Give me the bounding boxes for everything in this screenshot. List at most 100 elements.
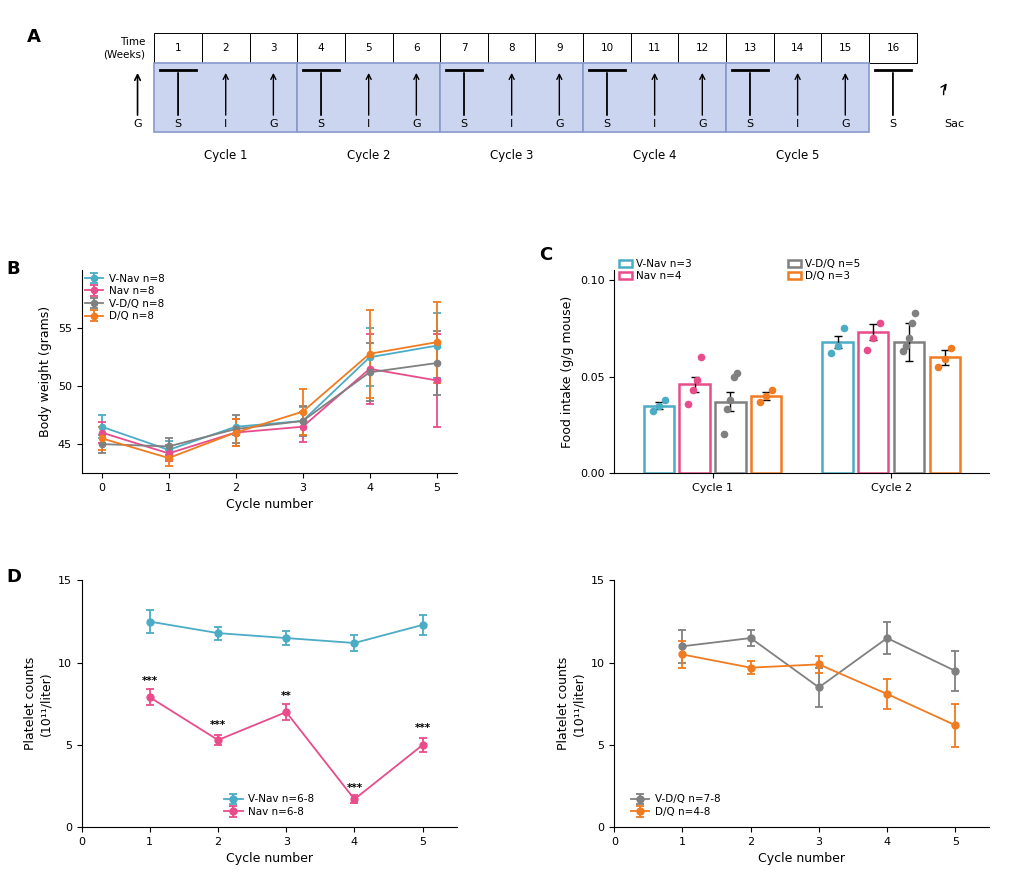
Text: I: I: [510, 119, 513, 128]
Point: [858, 342, 874, 356]
Text: Cycle 5: Cycle 5: [775, 150, 818, 162]
Text: I: I: [652, 119, 655, 128]
Text: S: S: [317, 119, 324, 128]
Text: Cycle 3: Cycle 3: [489, 150, 533, 162]
Text: 5: 5: [365, 43, 372, 54]
Bar: [679, 385, 709, 473]
Bar: [535, 33, 583, 63]
Point: [680, 397, 696, 411]
Bar: [893, 341, 923, 473]
Text: Cycle 4: Cycle 4: [632, 150, 676, 162]
Text: S: S: [460, 119, 467, 128]
Point: [835, 321, 851, 335]
Point: [721, 392, 738, 407]
Text: G: G: [554, 119, 564, 128]
Point: [763, 383, 780, 397]
Text: G: G: [269, 119, 277, 128]
Bar: [297, 33, 344, 63]
Y-axis label: Platelet counts
(10¹¹/liter): Platelet counts (10¹¹/liter): [24, 657, 52, 751]
Text: Cycle 1: Cycle 1: [204, 150, 248, 162]
Text: S: S: [889, 119, 896, 128]
Bar: [678, 33, 726, 63]
Bar: [344, 33, 392, 63]
Point: [864, 331, 880, 345]
Bar: [726, 33, 773, 63]
Text: ***: ***: [346, 782, 362, 793]
Point: [828, 339, 845, 353]
Text: Time
(Weeks): Time (Weeks): [103, 38, 145, 59]
Text: 11: 11: [647, 43, 660, 54]
Text: S: S: [746, 119, 753, 128]
Bar: [250, 33, 297, 63]
Point: [728, 366, 744, 380]
Text: I: I: [224, 119, 227, 128]
Bar: [583, 33, 630, 63]
Point: [718, 402, 735, 416]
Text: 9: 9: [555, 43, 562, 54]
Text: ***: ***: [210, 720, 226, 730]
Bar: [857, 332, 888, 473]
Text: **: **: [280, 691, 291, 700]
Bar: [928, 357, 959, 473]
Bar: [297, 63, 440, 132]
Text: C: C: [539, 246, 552, 264]
Text: B: B: [6, 260, 20, 278]
Point: [656, 392, 673, 407]
Point: [715, 428, 732, 442]
Bar: [821, 341, 852, 473]
Text: 7: 7: [461, 43, 467, 54]
Text: S: S: [174, 119, 181, 128]
Bar: [630, 33, 678, 63]
Point: [822, 347, 839, 361]
Bar: [583, 63, 726, 132]
Point: [644, 404, 660, 418]
Legend: V-D/Q n=7-8, D/Q n=4-8: V-D/Q n=7-8, D/Q n=4-8: [630, 795, 719, 817]
Text: 15: 15: [838, 43, 851, 54]
X-axis label: Cycle number: Cycle number: [757, 853, 845, 865]
Point: [725, 370, 741, 384]
Bar: [868, 33, 916, 63]
Point: [942, 341, 958, 355]
Text: 14: 14: [790, 43, 803, 54]
Point: [650, 399, 666, 413]
Bar: [773, 33, 820, 63]
Text: 13: 13: [743, 43, 756, 54]
Bar: [714, 401, 745, 473]
Point: [870, 315, 887, 329]
Legend: V-D/Q n=5, D/Q n=3: V-D/Q n=5, D/Q n=3: [788, 260, 859, 282]
Text: 4: 4: [317, 43, 324, 54]
Point: [903, 315, 919, 329]
Text: ***: ***: [414, 723, 430, 733]
Point: [935, 352, 952, 366]
Legend: V-Nav n=8, Nav n=8, V-D/Q n=8, D/Q n=8: V-Nav n=8, Nav n=8, V-D/Q n=8, D/Q n=8: [85, 274, 164, 321]
Bar: [726, 63, 868, 132]
Bar: [440, 63, 583, 132]
Text: 6: 6: [413, 43, 419, 54]
X-axis label: Cycle number: Cycle number: [225, 853, 313, 865]
Bar: [392, 33, 440, 63]
Text: G: G: [840, 119, 849, 128]
Bar: [154, 33, 202, 63]
Text: S: S: [603, 119, 610, 128]
Bar: [487, 33, 535, 63]
Text: 8: 8: [507, 43, 515, 54]
Text: I: I: [795, 119, 799, 128]
Point: [688, 373, 704, 387]
X-axis label: Cycle number: Cycle number: [225, 498, 313, 511]
Y-axis label: Platelet counts
(10¹¹/liter): Platelet counts (10¹¹/liter): [556, 657, 585, 751]
Point: [906, 306, 922, 320]
Y-axis label: Body weight (grams): Body weight (grams): [39, 306, 52, 437]
Text: D: D: [6, 568, 21, 586]
Text: 2: 2: [222, 43, 229, 54]
Text: G: G: [697, 119, 706, 128]
Y-axis label: Food intake (g/g mouse): Food intake (g/g mouse): [560, 296, 574, 448]
Legend: V-Nav n=6-8, Nav n=6-8: V-Nav n=6-8, Nav n=6-8: [224, 795, 314, 817]
Text: Cycle 2: Cycle 2: [346, 150, 390, 162]
Point: [929, 360, 946, 374]
Text: 12: 12: [695, 43, 708, 54]
Bar: [440, 33, 487, 63]
Point: [757, 389, 773, 403]
Bar: [820, 33, 868, 63]
Bar: [202, 33, 250, 63]
Point: [684, 383, 700, 397]
